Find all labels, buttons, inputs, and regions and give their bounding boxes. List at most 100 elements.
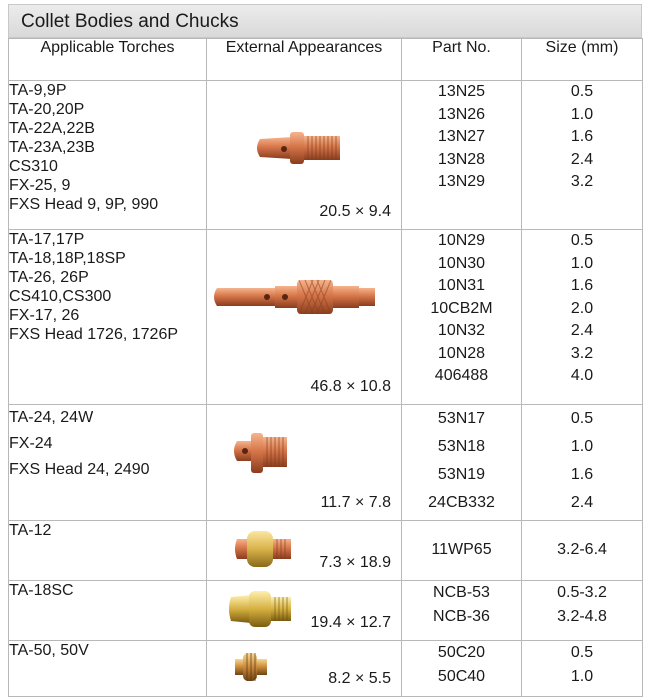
dimension-label: 46.8 × 10.8 <box>310 378 391 395</box>
part-number: 10N29 <box>437 232 486 249</box>
torch-name: TA-18,18P,18SP <box>9 250 126 267</box>
torch-name: FX-24 <box>9 435 53 452</box>
part-number: 53N18 <box>437 438 486 455</box>
part-number: 13N26 <box>437 105 486 123</box>
part-number: 53N17 <box>437 410 486 427</box>
part-number: 13N25 <box>437 83 486 100</box>
title-bar: Collet Bodies and Chucks <box>8 4 642 38</box>
torch-name: FXS Head 24, 2490 <box>9 461 150 478</box>
size-list: 0.5 1.0 1.6 2.4 3.2 <box>521 80 643 230</box>
torch-list: TA-12 <box>8 520 207 581</box>
table-row: TA-50, 50V 8.2 × <box>8 640 643 697</box>
size-value: 3.2-4.8 <box>557 608 607 625</box>
size-value: 1.6 <box>570 128 594 145</box>
table-row: TA-24, 24W FX-24 FXS Head 24, 2490 <box>8 404 643 521</box>
torch-list: TA-18SC <box>8 580 207 641</box>
torch-name: TA-17,17P <box>9 231 85 248</box>
part-number: 10N31 <box>437 277 486 294</box>
torch-name: FX-17, 26 <box>9 307 80 324</box>
torch-list: TA-9,9P TA-20,20P TA-22A,22B TA-23A,23B … <box>8 80 207 230</box>
size-value: 0.5 <box>570 83 594 100</box>
torch-name: FXS Head 1726, 1726P <box>9 326 179 343</box>
part-number: 13N28 <box>437 150 486 168</box>
part-number: 10N28 <box>437 344 486 362</box>
torch-list: TA-24, 24W FX-24 FXS Head 24, 2490 <box>8 404 207 521</box>
size-list: 0.5 1.0 1.6 2.0 2.4 3.2 4.0 <box>521 229 643 405</box>
part-number-list: 10N29 10N30 10N31 10CB2M 10N32 10N28 406… <box>401 229 522 405</box>
table-row: TA-9,9P TA-20,20P TA-22A,22B TA-23A,23B … <box>8 80 643 230</box>
header-part-no: Part No. <box>401 38 522 81</box>
collet-body-short-image <box>234 433 287 473</box>
dimension-label: 20.5 × 9.4 <box>319 203 391 220</box>
appearance-cell: 20.5 × 9.4 <box>206 80 402 230</box>
part-number-list: NCB-53 NCB-36 <box>401 580 522 641</box>
part-number: 11WP65 <box>431 541 492 558</box>
size-value: 2.0 <box>570 299 594 317</box>
part-number: 13N27 <box>437 128 486 145</box>
part-number: 10N30 <box>437 254 486 272</box>
part-number: 10N32 <box>437 322 486 339</box>
size-value: 1.6 <box>570 277 594 294</box>
dimension-label: 7.3 × 18.9 <box>319 554 391 571</box>
size-value: 1.0 <box>570 254 594 272</box>
torch-name: TA-12 <box>9 522 52 539</box>
torch-list: TA-50, 50V <box>8 640 207 697</box>
header-appearance: External Appearances <box>206 38 402 81</box>
size-value: 1.0 <box>570 438 594 455</box>
torch-name: CS310 <box>9 158 58 175</box>
part-number: NCB-36 <box>433 608 490 625</box>
page-title: Collet Bodies and Chucks <box>21 11 239 32</box>
part-number: 13N29 <box>437 173 486 190</box>
torch-name: TA-18SC <box>9 582 74 599</box>
size-value: 3.2-6.4 <box>557 541 607 558</box>
size-value: 3.2 <box>570 344 594 362</box>
dimension-label: 19.4 × 12.7 <box>310 614 391 631</box>
size-value: 0.5-3.2 <box>557 584 607 601</box>
table-row: TA-12 <box>8 520 643 581</box>
torch-name: FX-25, 9 <box>9 177 71 194</box>
parts-table: Applicable Torches External Appearances … <box>8 38 643 697</box>
part-number: 24CB332 <box>428 494 495 511</box>
part-number-list: 53N17 53N18 53N19 24CB332 <box>401 404 522 521</box>
torch-name: TA-23A,23B <box>9 139 95 156</box>
size-value: 0.5 <box>570 410 594 427</box>
part-number: NCB-53 <box>433 584 490 601</box>
collet-body-image <box>257 132 340 164</box>
part-number-list: 13N25 13N26 13N27 13N28 13N29 <box>401 80 522 230</box>
size-value: 2.4 <box>570 494 594 511</box>
header-torches: Applicable Torches <box>8 38 207 81</box>
size-list: 0.5 1.0 <box>521 640 643 697</box>
part-number: 50C20 <box>437 644 486 661</box>
size-value: 2.4 <box>570 322 594 339</box>
size-value: 0.5 <box>570 644 594 661</box>
size-value: 1.0 <box>570 105 594 123</box>
size-list: 0.5-3.2 3.2-4.8 <box>521 580 643 641</box>
torch-name: TA-22A,22B <box>9 120 95 137</box>
size-value: 2.4 <box>570 150 594 168</box>
brass-collet-body-image <box>229 591 291 627</box>
dimension-label: 8.2 × 5.5 <box>328 670 391 687</box>
small-collet-image <box>235 653 267 681</box>
appearance-cell: 11.7 × 7.8 <box>206 404 402 521</box>
torch-list: TA-17,17P TA-18,18P,18SP TA-26, 26P CS41… <box>8 229 207 405</box>
appearance-cell: 46.8 × 10.8 <box>206 229 402 405</box>
part-number: 10CB2M <box>430 299 493 317</box>
part-number: 406488 <box>434 367 489 384</box>
appearance-cell: 19.4 × 12.7 <box>206 580 402 641</box>
table-row: TA-17,17P TA-18,18P,18SP TA-26, 26P CS41… <box>8 229 643 405</box>
torch-name: TA-50, 50V <box>9 642 89 659</box>
torch-name: TA-20,20P <box>9 101 85 118</box>
part-number: 53N19 <box>437 466 486 483</box>
torch-name: TA-9,9P <box>9 82 67 99</box>
header-size: Size (mm) <box>521 38 643 81</box>
size-value: 1.0 <box>570 668 594 685</box>
size-value: 4.0 <box>570 367 594 384</box>
dimension-label: 11.7 × 7.8 <box>320 494 391 511</box>
table-row: TA-18SC 19.4 × 1 <box>8 580 643 641</box>
torch-name: TA-26, 26P <box>9 269 89 286</box>
size-value: 3.2 <box>570 173 594 190</box>
collet-body-long-image <box>214 279 375 315</box>
part-number-list: 11WP65 <box>401 520 522 581</box>
size-list: 3.2-6.4 <box>521 520 643 581</box>
